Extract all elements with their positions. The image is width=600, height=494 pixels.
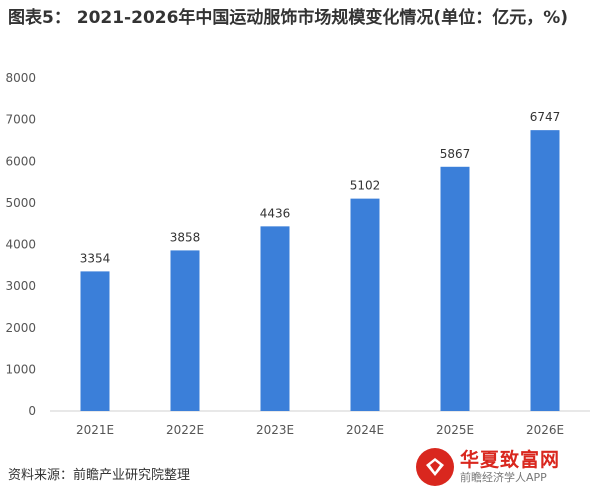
badge-subtitle: 前瞻经济学人APP (460, 471, 547, 484)
bar-2024E (350, 198, 380, 411)
bar-2022E (170, 250, 200, 411)
badge-name: 华夏致富网 (460, 449, 561, 471)
y-tick-label: 1000 (5, 362, 36, 376)
x-axis: 2021E 2022E 2023E 2024E 2025E 2026E (50, 410, 590, 437)
bar-2021E (80, 271, 110, 411)
bars (80, 130, 560, 411)
y-tick-label: 6000 (5, 154, 36, 168)
y-tick-label: 0 (28, 404, 36, 418)
data-label-2021E: 3354 (80, 251, 111, 265)
data-label-2023E: 4436 (260, 206, 291, 220)
x-tick-label: 2025E (436, 423, 474, 437)
x-tick-label: 2023E (256, 423, 294, 437)
bar-2025E (440, 166, 470, 411)
source-note: 资料来源：前瞻产业研究院整理 (8, 468, 191, 483)
y-tick-label: 2000 (5, 321, 36, 335)
bar-2023E (260, 226, 290, 411)
data-labels: 3354 3858 4436 5102 5867 6747 (80, 110, 561, 265)
y-tick-label: 8000 (5, 71, 36, 85)
y-axis: 0 1000 2000 3000 4000 5000 6000 7000 8000 (5, 71, 36, 418)
y-tick-label: 4000 (5, 238, 36, 252)
chart-title: 图表5： 2021-2026年中国运动服饰市场规模变化情况(单位：亿元，%) (8, 8, 569, 28)
data-label-2026E: 6747 (530, 110, 561, 124)
x-tick-label: 2022E (166, 423, 204, 437)
y-tick-label: 5000 (5, 196, 36, 210)
x-tick-label: 2026E (526, 423, 564, 437)
data-label-2022E: 3858 (170, 230, 201, 244)
diamond-logo-icon (416, 448, 454, 486)
bar-2026E (530, 130, 560, 411)
data-label-2025E: 5867 (440, 147, 471, 161)
x-tick-label: 2024E (346, 423, 384, 437)
site-badge: 华夏致富网 前瞻经济学人APP (416, 440, 600, 494)
data-label-2024E: 5102 (350, 179, 381, 193)
y-tick-label: 3000 (5, 279, 36, 293)
x-tick-label: 2021E (76, 423, 114, 437)
y-tick-label: 7000 (5, 113, 36, 127)
